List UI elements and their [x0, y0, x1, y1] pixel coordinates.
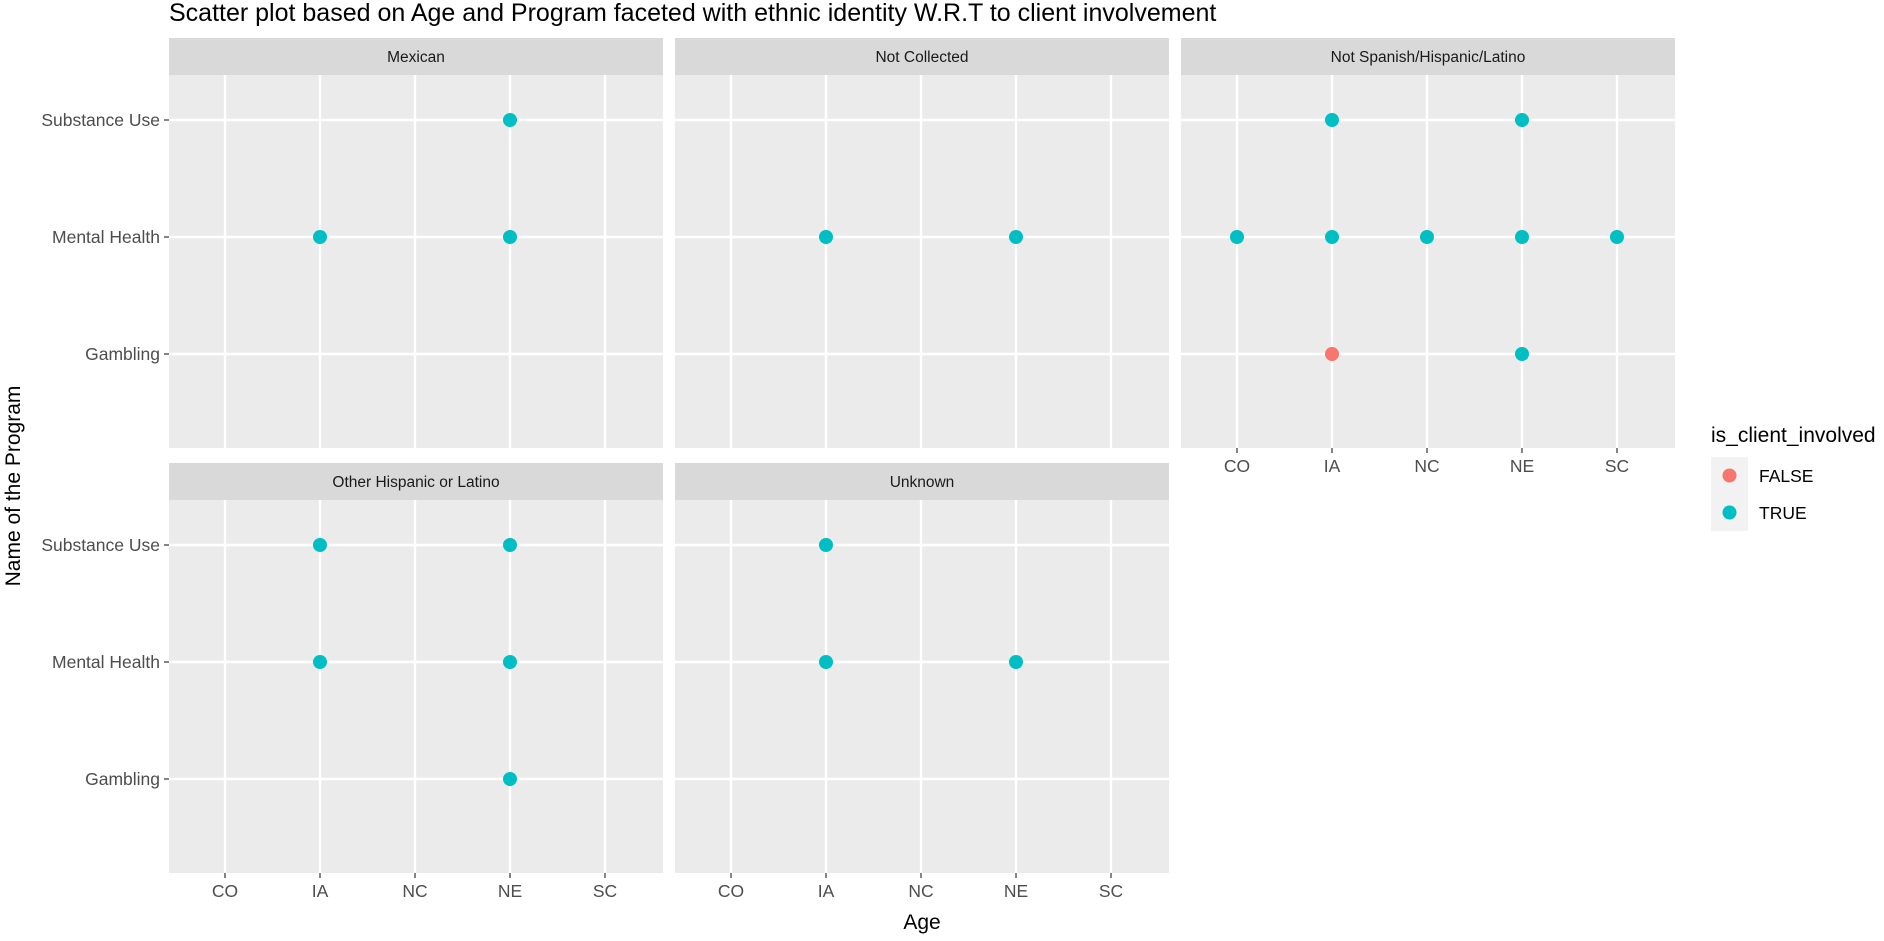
facet-not-spanish-hispanic-latino: Not Spanish/Hispanic/Latino CO IA NC NE SC	[1181, 38, 1675, 476]
y-tick-label: Mental Health	[52, 227, 160, 247]
facet-strip-label: Mexican	[387, 49, 445, 66]
scatter-point	[1325, 347, 1339, 361]
scatter-point	[1515, 230, 1529, 244]
x-tick-label: SC	[1099, 881, 1123, 901]
scatter-point	[503, 772, 517, 786]
scatter-point	[1325, 113, 1339, 127]
x-tick-label: CO	[212, 881, 238, 901]
scatter-point	[1515, 113, 1529, 127]
x-tick-label: NC	[908, 881, 933, 901]
legend-title: is_client_involved	[1711, 424, 1876, 447]
chart-title: Scatter plot based on Age and Program fa…	[169, 0, 1216, 27]
facet-not-collected: Not Collected	[675, 38, 1169, 448]
scatter-point	[1610, 230, 1624, 244]
facet-strip	[675, 463, 1169, 500]
scatter-point	[1325, 230, 1339, 244]
x-tick-label: CO	[1224, 456, 1250, 476]
facet-strip	[169, 38, 663, 75]
facet-strip	[1181, 38, 1675, 75]
facet-strip-label: Other Hispanic or Latino	[332, 474, 499, 491]
x-tick-label: SC	[1605, 456, 1629, 476]
x-tick-label: NC	[402, 881, 427, 901]
scatter-point	[313, 230, 327, 244]
x-tick-label: IA	[312, 881, 329, 901]
x-tick-label: NC	[1414, 456, 1439, 476]
scatter-point	[503, 113, 517, 127]
scatter-point	[313, 655, 327, 669]
x-tick-label: IA	[1324, 456, 1341, 476]
y-tick-label: Mental Health	[52, 652, 160, 672]
facet-strip	[169, 463, 663, 500]
legend-label-false: FALSE	[1759, 466, 1813, 486]
scatter-point	[1515, 347, 1529, 361]
facet-strip-label: Not Spanish/Hispanic/Latino	[1331, 49, 1526, 66]
x-tick-label: SC	[593, 881, 617, 901]
y-tick-label: Gambling	[85, 769, 160, 789]
scatter-point	[1009, 655, 1023, 669]
scatter-point	[819, 230, 833, 244]
x-tick-label: NE	[1510, 456, 1534, 476]
facet-unknown: Unknown CO IA NC NE SC	[675, 463, 1169, 901]
facet-other-hispanic-or-latino: Other Hispanic or Latino Gambling Mental H…	[41, 463, 663, 901]
legend-swatch	[1722, 468, 1737, 483]
scatter-point	[1009, 230, 1023, 244]
facet-strip-label: Unknown	[890, 474, 955, 491]
x-tick-label: NE	[1004, 881, 1028, 901]
legend-swatch	[1722, 505, 1737, 520]
legend-label-true: TRUE	[1759, 503, 1807, 523]
scatter-point	[1420, 230, 1434, 244]
x-axis-title: Age	[903, 911, 940, 934]
y-axis-title: Name of the Program	[2, 386, 25, 587]
y-tick-label: Substance Use	[41, 535, 160, 555]
scatter-point	[503, 230, 517, 244]
x-tick-label: NE	[498, 881, 522, 901]
scatter-point	[819, 538, 833, 552]
scatter-point	[1230, 230, 1244, 244]
facet-mexican: Mexican Gambling Mental Health Substance Us…	[41, 38, 663, 448]
facet-strip	[675, 38, 1169, 75]
facet-strip-label: Not Collected	[875, 49, 968, 66]
scatter-point	[313, 538, 327, 552]
legend: is_client_involved FALSE TRUE	[1711, 424, 1876, 531]
facet-panels: Mexican Gambling Mental Health Substance Us…	[41, 38, 1675, 901]
scatter-point	[503, 538, 517, 552]
x-tick-label: IA	[818, 881, 835, 901]
y-tick-label: Substance Use	[41, 110, 160, 130]
x-tick-label: CO	[718, 881, 744, 901]
y-tick-label: Gambling	[85, 344, 160, 364]
scatter-point	[503, 655, 517, 669]
scatter-point	[819, 655, 833, 669]
